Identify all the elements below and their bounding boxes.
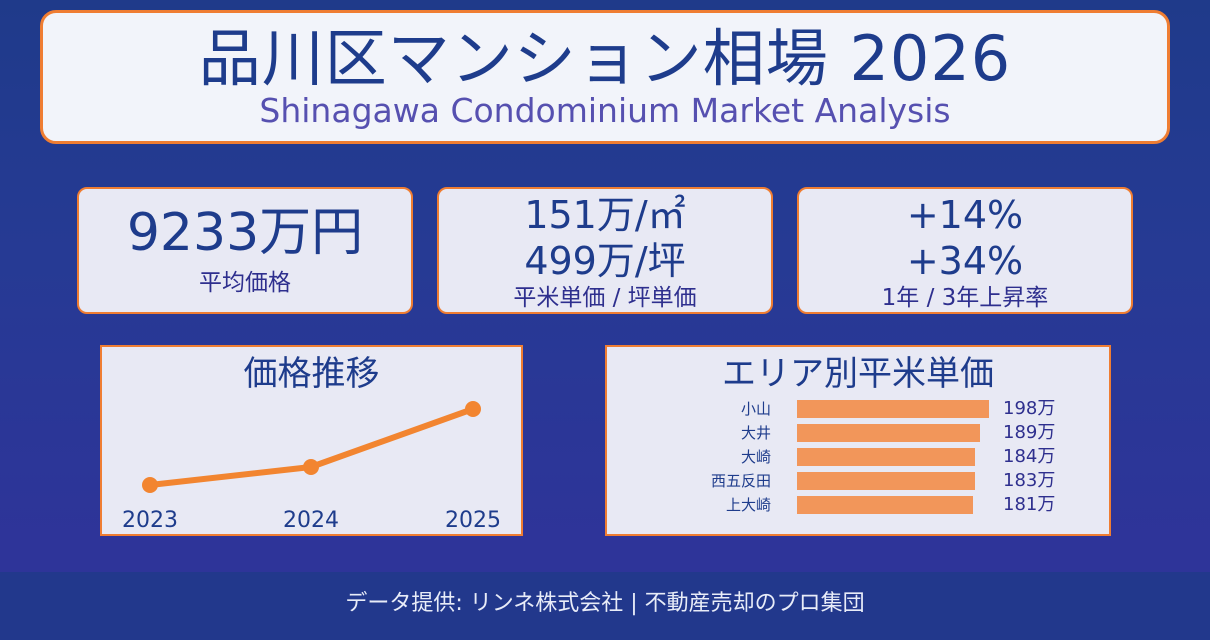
average-price-value: 9233万円	[126, 203, 364, 263]
bar	[797, 472, 975, 490]
bar-value: 184万	[1003, 446, 1056, 467]
stat-card-unit-price: 151万/㎡ 499万/坪 平米単価 / 坪単価	[437, 187, 773, 314]
price-trend-line	[142, 401, 481, 493]
stat-card-growth-rate: +14% +34% 1年 / 3年上昇率	[797, 187, 1133, 314]
bar-value: 181万	[1003, 494, 1056, 515]
bar-row-kamiosaki: 上大崎 181万	[607, 494, 1109, 515]
bar-label: 上大崎	[725, 496, 771, 514]
bar-value: 183万	[1003, 470, 1056, 491]
price-trend-chart: 価格推移 2023 2024 2025	[100, 345, 523, 536]
price-trend-title: 価格推移	[243, 354, 380, 394]
unit-price-label: 平米単価 / 坪単価	[513, 285, 697, 311]
year-label-2024: 2024	[283, 508, 339, 533]
footer: データ提供: リンネ株式会社 | 不動産売却のプロ集団	[0, 572, 1210, 640]
bar	[797, 424, 980, 442]
bar	[797, 496, 973, 514]
bar-row-osaki: 大崎 184万	[607, 446, 1109, 467]
bar-row-nishigotanda: 西五反田 183万	[607, 470, 1109, 491]
bar	[797, 400, 989, 418]
bar-value: 189万	[1003, 422, 1056, 443]
bar-label: 大崎	[740, 448, 771, 466]
bar	[797, 448, 975, 466]
bar-row-koyama: 小山 198万	[607, 398, 1109, 419]
data-source-credit: データ提供: リンネ株式会社 | 不動産売却のプロ集団	[345, 591, 865, 616]
three-year-growth-value: +34%	[906, 239, 1024, 283]
title-banner: 品川区マンション相場 2026 Shinagawa Condominium Ma…	[40, 10, 1170, 144]
average-price-label: 平均価格	[199, 270, 291, 296]
year-label-2023: 2023	[122, 508, 178, 533]
bar-label: 大井	[740, 424, 771, 442]
growth-rate-label: 1年 / 3年上昇率	[881, 285, 1049, 311]
one-year-growth-value: +14%	[906, 193, 1024, 237]
price-per-tsubo-value: 499万/坪	[524, 239, 686, 283]
data-point-2023	[142, 477, 158, 493]
bar-row-oi: 大井 189万	[607, 422, 1109, 443]
page-subtitle: Shinagawa Condominium Market Analysis	[259, 91, 951, 130]
area-unit-price-chart: エリア別平米単価 小山 198万 大井 189万 大崎 184万 西五反田 18…	[605, 345, 1111, 536]
bar-label: 西五反田	[710, 472, 771, 490]
data-point-2025	[465, 401, 481, 417]
page-title: 品川区マンション相場 2026	[198, 22, 1012, 95]
price-per-sqm-value: 151万/㎡	[524, 193, 686, 237]
stat-card-average-price: 9233万円 平均価格	[77, 187, 413, 314]
year-label-2025: 2025	[445, 508, 501, 533]
area-unit-price-title: エリア別平米単価	[722, 354, 994, 394]
data-point-2024	[303, 459, 319, 475]
bar-value: 198万	[1003, 398, 1056, 419]
bar-label: 小山	[740, 400, 771, 418]
